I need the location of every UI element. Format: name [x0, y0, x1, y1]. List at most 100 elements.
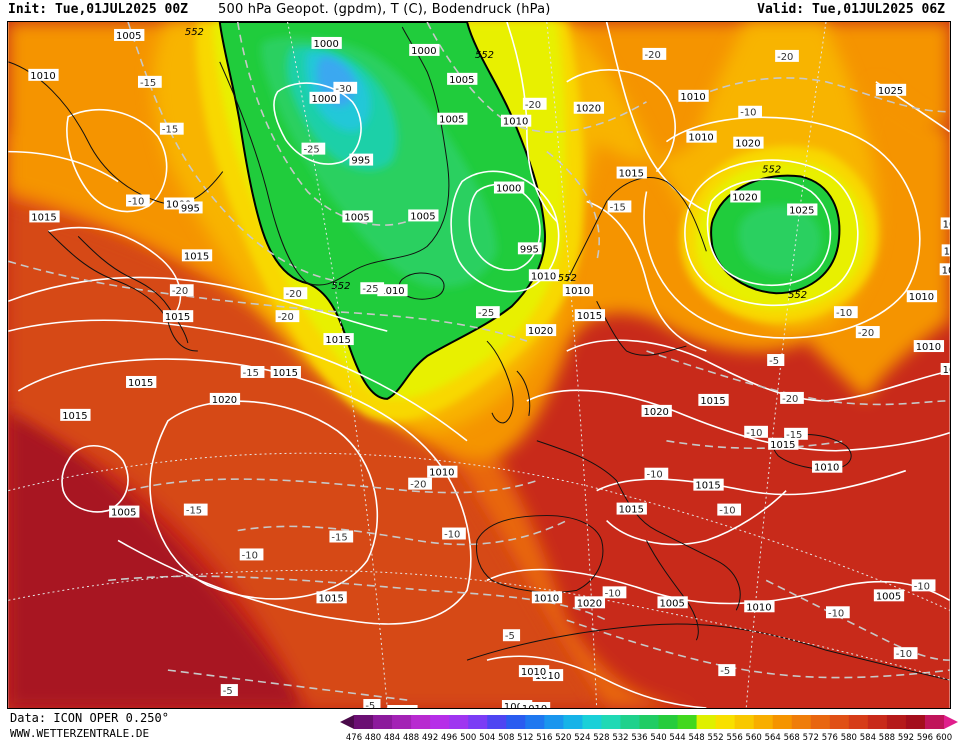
pressure-label: 1010	[28, 68, 59, 82]
temperature-label-text: -15	[610, 202, 626, 213]
coast-canada	[8, 61, 224, 352]
scale-swatch	[411, 715, 431, 729]
pressure-label-text: 1015	[700, 396, 725, 407]
temperature-label-box	[169, 284, 194, 297]
pressure-label-box	[906, 290, 938, 303]
pressure-label-box	[768, 437, 799, 450]
pressure-label-box	[311, 36, 342, 49]
contour-label-text: 552	[185, 27, 204, 38]
coast-iberia	[476, 515, 604, 593]
pressure-label-text: 1005	[410, 211, 435, 222]
pressure-label-text: 1015	[325, 335, 350, 346]
pressure-label-box	[574, 309, 606, 322]
temperature-label-box	[126, 194, 150, 207]
isobar	[486, 655, 707, 708]
temperature-label-box	[784, 427, 808, 440]
coast-labrador	[77, 236, 189, 344]
pressure-label: 1015	[60, 408, 91, 422]
isobar	[8, 319, 468, 442]
pressure-label-box	[940, 217, 950, 230]
isobar	[684, 159, 859, 307]
pressure-label-box	[181, 249, 213, 262]
isobar	[596, 469, 907, 496]
pressure-label-text: 1015	[165, 312, 190, 323]
pressure-label: 1005	[109, 505, 140, 519]
pressure-label-box	[209, 392, 241, 405]
isobars	[8, 22, 950, 708]
contour-label: 552	[331, 281, 350, 292]
scale-tick-label: 556	[727, 733, 743, 741]
temperature-label-text: -10	[719, 506, 735, 517]
temperature-label: -10	[911, 579, 936, 592]
pressure-label-box	[437, 112, 468, 125]
scale-swatch	[563, 715, 583, 729]
temperature-label-box	[220, 684, 238, 697]
pressure-label-text: 1020	[644, 407, 669, 418]
temperature-label-text: -5	[223, 686, 233, 697]
pressure-label: 1005	[437, 112, 468, 126]
pressure-label-box	[427, 465, 458, 478]
scale-swatch	[772, 715, 793, 729]
pressure-label-text: 1020	[577, 598, 602, 609]
pressure-label-box	[678, 89, 709, 102]
scale-swatch	[354, 715, 374, 729]
pressure-label-text: 1005	[876, 591, 901, 602]
temperature-label-text: -20	[172, 286, 188, 297]
temperature-label-box	[825, 606, 850, 619]
isobar	[606, 490, 787, 546]
scale-tick-label: 532	[612, 733, 628, 741]
pressure-label-text: 995	[520, 244, 539, 255]
pressure-label: 1000	[311, 36, 342, 50]
pressure-label-text: 1015	[31, 212, 56, 223]
temperature-label: -20	[275, 310, 300, 323]
pressure-label-box	[60, 408, 91, 421]
temperature-label: -10	[825, 606, 850, 619]
temperature-label-box	[240, 365, 265, 378]
scale-swatch	[924, 715, 945, 729]
pressure-label: 1010	[500, 114, 532, 128]
isotherm	[646, 350, 950, 406]
scale-left-arrow	[340, 715, 354, 729]
pressure-label: 1010	[744, 600, 775, 613]
pressure-label: 1015	[693, 478, 724, 492]
pressure-label: 1020	[574, 596, 606, 609]
temperature-label-box	[522, 97, 547, 110]
pressure-label-text: 1005	[449, 75, 474, 86]
isotherm	[108, 575, 607, 621]
pressure-label: 1015	[698, 393, 729, 407]
scale-right-arrow	[944, 715, 958, 729]
pressure-label: 1010	[686, 130, 717, 144]
temperature-label-text: -10	[740, 108, 756, 119]
temperature-label: -10	[239, 548, 264, 561]
graticule-line	[546, 22, 598, 708]
pressure-label-box	[493, 181, 525, 194]
header-bar: Init: Tue,01JUL2025 00Z 500 hPa Geopot. …	[0, 0, 959, 21]
pressure-label: 1015	[270, 365, 301, 379]
scale-swatch	[506, 715, 526, 729]
pressure-label-text: 1010	[746, 602, 771, 613]
temperature-label-box	[780, 391, 804, 404]
pressure-label-text: 1000	[496, 184, 521, 195]
pressure-label-text: 1015	[318, 593, 343, 604]
scale-tick-label: 528	[593, 733, 609, 741]
scale-tick-label: 568	[784, 733, 800, 741]
isobar	[273, 82, 362, 165]
pressure-label: 1020	[941, 244, 950, 257]
coast-africa	[466, 623, 950, 681]
isobar	[61, 445, 129, 513]
pressure-label: 1015	[181, 249, 213, 262]
scale-swatch	[791, 715, 812, 729]
scale-tick-label: 492	[422, 733, 438, 741]
temperature-label: -10	[833, 306, 858, 319]
temperature-label-box	[476, 306, 500, 319]
valid-time-label: Valid: Tue,01JUL2025 06Z	[757, 2, 945, 17]
scale-tick-label: 540	[650, 733, 666, 741]
pressure-label-text: 1020	[576, 104, 601, 115]
temperature-label-box	[602, 586, 627, 599]
pressure-label-text: 1010	[429, 468, 454, 479]
scale-tick-label: 484	[384, 733, 400, 741]
temperature-label-box	[239, 548, 264, 561]
temperature-label: -10	[602, 586, 627, 599]
temperature-label-text: -10	[914, 581, 930, 592]
